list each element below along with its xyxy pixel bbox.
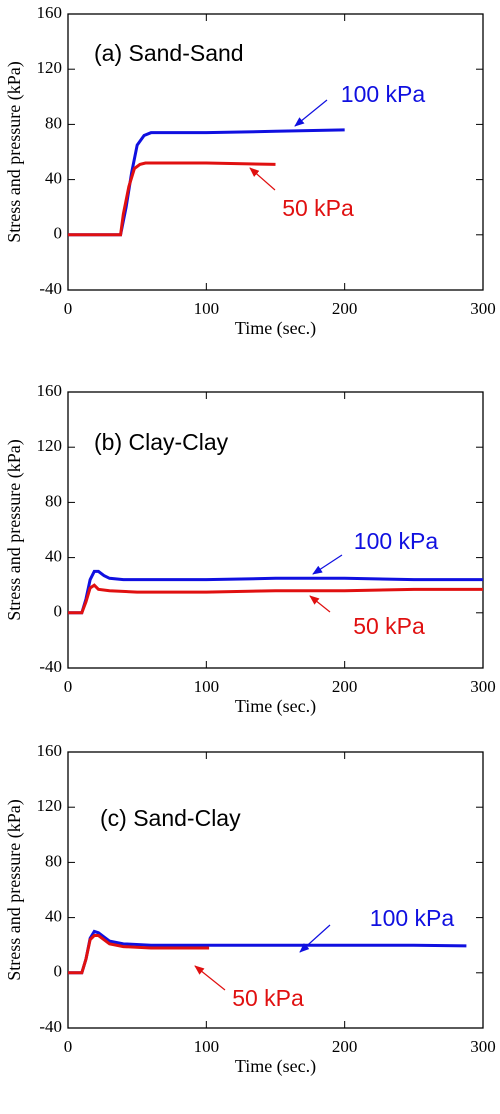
y-tick-label: -40: [39, 1017, 62, 1036]
x-tick-label: 300: [470, 299, 496, 318]
y-tick-label: 0: [54, 962, 63, 981]
x-tick-label: 100: [194, 677, 220, 696]
x-tick-label: 200: [332, 1037, 358, 1056]
series-arrow: [299, 924, 331, 953]
series-arrow: [294, 99, 328, 127]
panel-title: (a) Sand-Sand: [94, 40, 244, 66]
y-axis-label: Stress and pressure (kPa): [4, 61, 25, 242]
x-tick-label: 200: [332, 677, 358, 696]
series-line: [68, 161, 276, 237]
y-axis-label: Stress and pressure (kPa): [4, 439, 25, 620]
y-tick-label: 120: [37, 58, 63, 77]
y-axis-label: Stress and pressure (kPa): [4, 799, 25, 980]
series-line: [68, 583, 483, 615]
series-line: [68, 929, 467, 975]
y-tick-label: 160: [37, 3, 63, 22]
x-tick-label: 200: [332, 299, 358, 318]
series-arrow: [312, 554, 343, 575]
x-tick-label: 0: [64, 299, 73, 318]
y-tick-label: 0: [54, 224, 63, 243]
y-tick-label: 40: [45, 907, 62, 926]
series-label: 100 kPa: [341, 81, 426, 107]
series-label: 100 kPa: [354, 528, 439, 554]
y-tick-label: 80: [45, 491, 62, 510]
x-axis-label: Time (sec.): [235, 696, 316, 717]
y-tick-label: 160: [37, 381, 63, 400]
x-tick-label: 300: [470, 677, 496, 696]
series-label: 50 kPa: [353, 613, 425, 639]
series-arrow: [309, 595, 331, 613]
y-tick-label: -40: [39, 657, 62, 676]
series-arrow: [194, 965, 226, 991]
y-tick-label: 160: [37, 741, 63, 760]
plot-frame: [67, 751, 484, 1029]
x-axis-label: Time (sec.): [235, 1056, 316, 1077]
series-label: 50 kPa: [232, 985, 304, 1011]
y-tick-label: 80: [45, 851, 62, 870]
y-tick-label: 80: [45, 113, 62, 132]
panel-title: (c) Sand-Clay: [100, 805, 241, 831]
x-tick-label: 100: [194, 1037, 220, 1056]
panel-title: (b) Clay-Clay: [94, 429, 229, 455]
x-tick-label: 0: [64, 677, 73, 696]
y-tick-label: -40: [39, 279, 62, 298]
y-tick-label: 0: [54, 602, 63, 621]
series-arrow: [249, 167, 276, 191]
plot-frame: [67, 391, 484, 669]
x-tick-label: 300: [470, 1037, 496, 1056]
y-tick-label: 120: [37, 796, 63, 815]
x-tick-label: 0: [64, 1037, 73, 1056]
y-tick-label: 40: [45, 169, 62, 188]
y-tick-label: 120: [37, 436, 63, 455]
x-tick-label: 100: [194, 299, 220, 318]
series-line: [68, 934, 210, 975]
series-label: 50 kPa: [282, 195, 354, 221]
series-label: 100 kPa: [370, 905, 455, 931]
plot-frame: [67, 13, 484, 291]
x-axis-label: Time (sec.): [235, 318, 316, 339]
y-tick-label: 40: [45, 547, 62, 566]
